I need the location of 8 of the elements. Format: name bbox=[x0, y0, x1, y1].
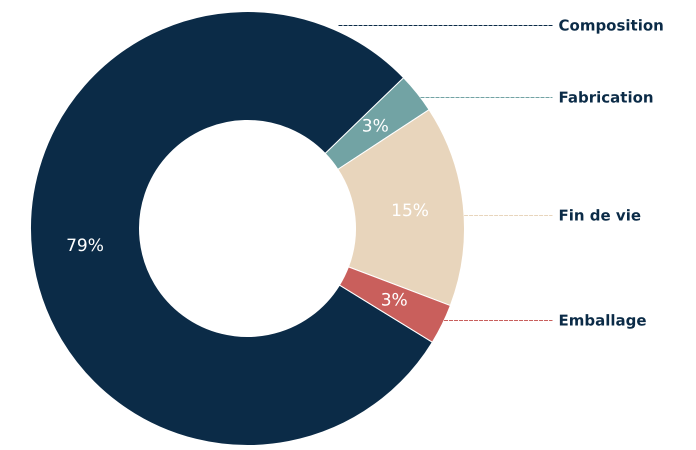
slice-label: Composition bbox=[558, 16, 664, 34]
data-label: 15% bbox=[391, 200, 429, 221]
data-label: 79% bbox=[66, 236, 104, 256]
slice-label: Fabrication bbox=[558, 88, 654, 106]
slice-label: Emballage bbox=[558, 312, 647, 330]
data-label: 3% bbox=[380, 290, 408, 311]
slice-label: Fin de vie bbox=[558, 206, 642, 224]
data-label: 3% bbox=[362, 116, 389, 136]
